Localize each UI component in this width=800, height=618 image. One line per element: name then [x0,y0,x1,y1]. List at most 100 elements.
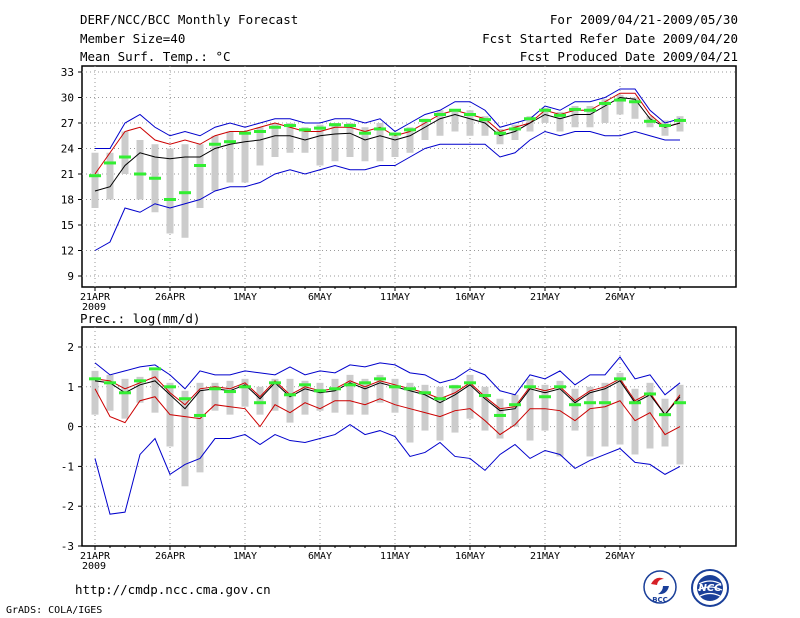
x-tick-label: 21APR [80,292,111,303]
spread-box [646,382,654,449]
spread-box [181,144,189,238]
spread-box [331,123,339,162]
panel-temperature: 9 12 15 18 21 24 27 30 33 21APR 26APR 1MAY 6MAY 11MAY… [61,65,737,313]
x-tick-label: 21APR [80,551,111,562]
ensemble-marker [239,385,251,389]
ensemble-marker [254,130,266,133]
series-min-line [94,130,680,251]
ensemble-marker [359,381,371,385]
x-tick-label: 16MAY [455,292,485,303]
spread-box [661,398,669,447]
x-tick-label: 26MAY [605,551,635,562]
forecast-period: For 2009/04/21-2009/05/30 [549,12,738,27]
ensemble-marker [434,113,446,116]
ensemble-marker [419,391,431,395]
spread-box [196,144,204,208]
ensemble-marker [659,124,671,128]
ensemble-marker [449,385,461,389]
spread-box [481,386,489,431]
y-tick-label: -3 [61,540,74,553]
ensemble-marker [509,403,521,407]
ensemble-marker [494,131,506,135]
ensemble-marker [134,172,146,176]
spread-box [511,394,519,427]
ensemble-marker [449,108,461,112]
ensemble-marker [539,395,551,399]
ensemble-marker [179,397,191,401]
spread-box [166,148,174,234]
spread-box [256,127,264,166]
spread-box [211,382,219,411]
spread-box [496,398,504,439]
series-max-line [95,88,681,149]
spread-box [361,378,369,415]
ensemble-marker [164,198,176,201]
ensemble-marker [539,108,551,112]
spread-box [91,152,99,208]
y-tick-label: 1 [67,381,74,394]
x-year-label: 2009 [82,561,106,572]
spread-box [106,374,114,411]
source-url: http://cmdp.ncc.cma.gov.cn [75,582,271,597]
ensemble-marker [524,385,536,389]
figure-title: DERF/NCC/BCC Monthly Forecast [80,12,299,27]
ensemble-marker [344,383,356,387]
spread-box [106,152,114,200]
spread-box [376,123,384,162]
x-tick-label: 1MAY [233,292,257,303]
x-tick-label: 26APR [155,551,186,562]
member-size-label: Member Size=40 [80,31,186,46]
x-tick-label: 26MAY [605,292,635,303]
x-year-label: 2009 [82,302,106,313]
ensemble-marker [629,401,641,405]
ncc-logo: NCC [686,568,734,608]
x-tick-label: 6MAY [308,292,332,303]
ensemble-marker [554,385,566,389]
panel-precipitation: -3 -2 -1 0 1 2 21APR 26APR 1MAY 6MAY 11MAY 16MAY 21M… [61,326,737,572]
spread-box [286,378,294,423]
spread-box [316,382,324,411]
spread-box [616,372,624,445]
ensemble-marker [329,123,341,127]
ensemble-marker [569,403,581,407]
spread-box [436,386,444,441]
x-tick-label: 11MAY [380,551,410,562]
ensemble-marker [344,124,356,128]
ensemble-marker [209,142,221,146]
spread-box [601,99,609,123]
spread-box [121,378,129,419]
spread-box [541,384,549,431]
ensemble-marker [509,127,521,131]
spread-box [226,380,234,415]
x-tick-label: 11MAY [380,292,410,303]
ensemble-marker [284,393,296,397]
ensemble-marker [164,385,176,389]
spread-box [376,374,384,403]
ensemble-marker [644,119,656,123]
spread-box [331,378,339,413]
spread-box [316,124,324,166]
ensemble-marker [464,113,476,116]
ensemble-marker [284,124,296,128]
spread-box [526,116,534,132]
ensemble-marker [644,392,656,396]
ensemble-marker [629,100,641,104]
y-tick-label: 33 [61,66,74,79]
spread-box [451,110,459,132]
ensemble-marker [224,390,236,394]
ensemble-marker [299,383,311,387]
fcst-started-date: Fcst Started Refer Date 2009/04/20 [482,31,738,46]
ensemble-marker [359,131,371,135]
ncc-logo-text: NCC [698,583,722,594]
y-tick-label: -1 [61,460,74,473]
ensemble-marker [89,174,101,178]
spread-box [601,382,609,447]
x-tick-label: 16MAY [455,551,485,562]
spread-box [286,123,294,153]
spread-box [556,111,564,132]
ensemble-marker [104,381,116,385]
ensemble-marker [89,377,101,381]
ensemble-marker [614,377,626,381]
spread-box [361,127,369,162]
